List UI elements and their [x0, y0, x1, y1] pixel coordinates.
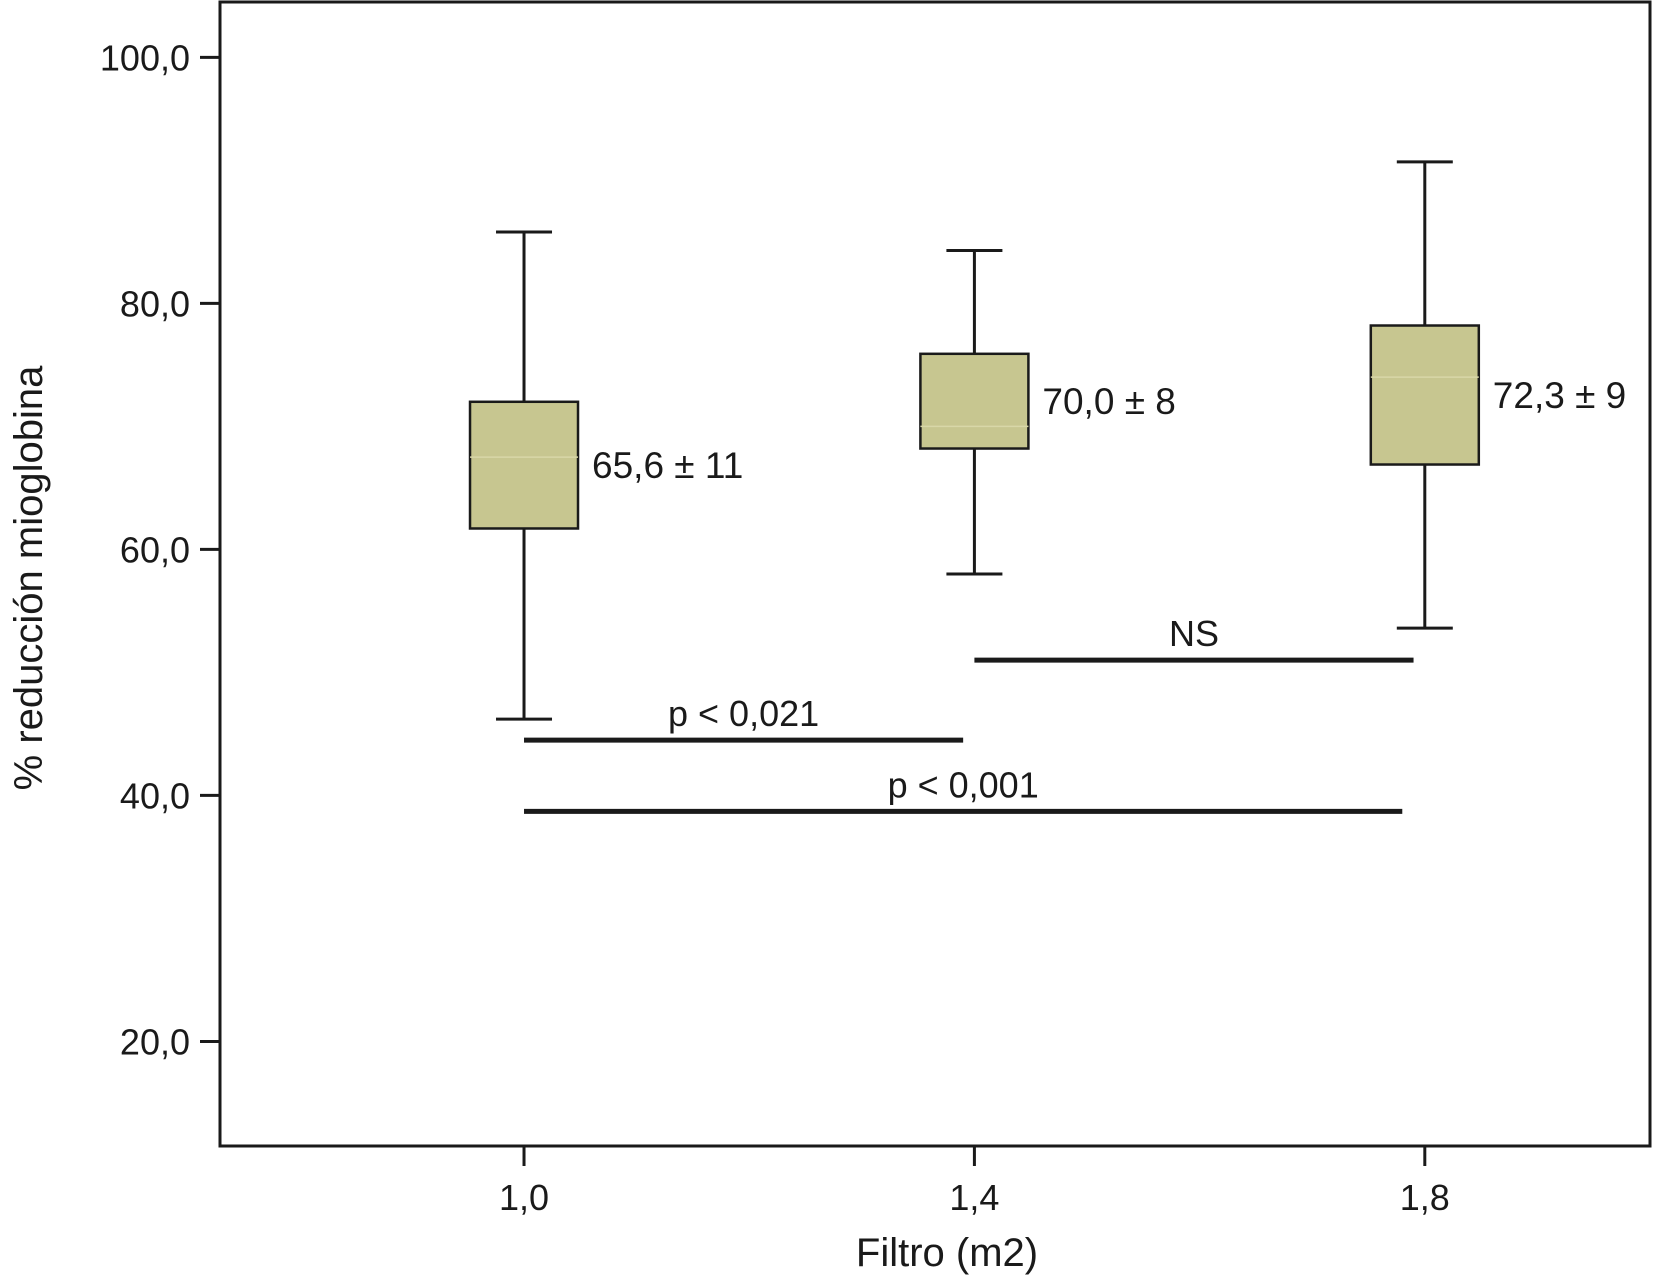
x-tick-label: 1,4 — [949, 1177, 999, 1218]
box-group: 65,6 ± 11 — [468, 230, 743, 721]
box-group: 70,0 ± 8 — [919, 248, 1176, 576]
y-tick-label: 20,0 — [120, 1021, 190, 1062]
boxes: 65,6 ± 11 70,0 ± 8 72,3 ± 9 — [468, 160, 1626, 721]
mean-sd-label: 70,0 ± 8 — [1042, 381, 1175, 422]
mean-sd-label: 65,6 ± 11 — [592, 445, 743, 486]
y-tick-label: 100,0 — [100, 37, 190, 78]
y-axis: 100,0 80,0 60,0 40,0 20,0 — [100, 37, 220, 1062]
box-iqr — [919, 352, 1030, 450]
box-group: 72,3 ± 9 — [1369, 160, 1626, 630]
box-iqr — [468, 400, 580, 530]
y-tick-label: 40,0 — [120, 775, 190, 816]
x-tick-label: 1,0 — [499, 1177, 549, 1218]
x-tick-label: 1,8 — [1400, 1177, 1450, 1218]
significance-label: p < 0,021 — [668, 693, 819, 734]
x-axis-title: Filtro (m2) — [856, 1231, 1038, 1275]
mean-sd-label: 72,3 ± 9 — [1493, 375, 1626, 416]
significance-label: NS — [1169, 613, 1219, 654]
y-tick-label: 80,0 — [120, 283, 190, 324]
significance-label: p < 0,001 — [888, 764, 1039, 805]
significance-bars: p < 0,021 NS p < 0,001 — [524, 613, 1414, 814]
x-axis: 1,0 1,4 1,8 — [499, 1146, 1450, 1218]
y-tick-label: 60,0 — [120, 529, 190, 570]
plot-frame — [218, 0, 1652, 1148]
box-iqr — [1369, 324, 1481, 466]
y-axis-title: % reducción mioglobina — [7, 365, 51, 790]
